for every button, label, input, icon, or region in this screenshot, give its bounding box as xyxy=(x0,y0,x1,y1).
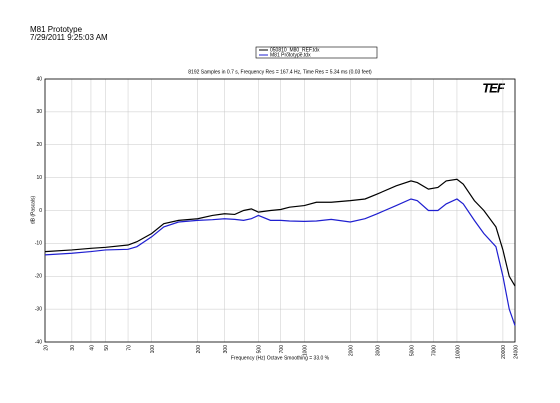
x-tick-label: 3000 xyxy=(375,345,381,356)
x-tick-label: 300 xyxy=(223,345,229,354)
x-tick-label: 10000 xyxy=(455,345,461,359)
x-tick-label: 20000 xyxy=(501,345,507,359)
y-tick-label: 20 xyxy=(36,142,42,148)
series-line xyxy=(44,178,516,287)
x-tick-label: 200 xyxy=(196,345,202,354)
y-tick-label: 40 xyxy=(36,76,42,82)
y-tick-label: 0 xyxy=(39,208,42,214)
x-tick-label: 700 xyxy=(279,345,285,354)
x-tick-label: 500 xyxy=(257,345,263,354)
x-tick-label: 20 xyxy=(43,345,49,351)
x-axis-label: Frequency (Hz) Octave Smoothing = 33.0 % xyxy=(231,355,330,361)
y-tick-label: -40 xyxy=(35,339,42,345)
logo: TEF xyxy=(482,80,506,95)
y-tick-label: 10 xyxy=(36,175,42,181)
plot-frame xyxy=(44,78,516,343)
y-tick-label: -30 xyxy=(35,306,42,312)
x-tick-label: 100 xyxy=(150,345,156,354)
x-tick-label: 7000 xyxy=(432,345,438,356)
chart-title: 8192 Samples in 0.7 s, Frequency Res = 1… xyxy=(188,69,372,75)
x-tick-label: 40 xyxy=(89,345,95,351)
x-tick-label: 1000 xyxy=(303,345,309,356)
x-tick-label: 24000 xyxy=(513,345,519,359)
legend-box xyxy=(255,46,378,59)
y-tick-label: 30 xyxy=(36,109,42,115)
series-line xyxy=(44,198,516,326)
timestamp: 7/29/2011 9:25:03 AM xyxy=(30,33,108,42)
y-axis-label: dB (Pascals) xyxy=(30,195,36,224)
x-tick-label: 30 xyxy=(70,345,76,351)
x-tick-label: 2000 xyxy=(349,345,355,356)
legend-label: 050810_M80_REF.tdx xyxy=(270,47,320,53)
x-tick-label: 70 xyxy=(126,345,132,351)
y-tick-label: -20 xyxy=(35,274,42,280)
x-tick-label: 5000 xyxy=(409,345,415,356)
page-title: M81 Prototype xyxy=(30,25,83,34)
x-tick-label: 50 xyxy=(104,345,110,351)
legend-label: M81 Prototype.tdx xyxy=(270,52,311,58)
y-tick-label: -10 xyxy=(35,241,42,247)
